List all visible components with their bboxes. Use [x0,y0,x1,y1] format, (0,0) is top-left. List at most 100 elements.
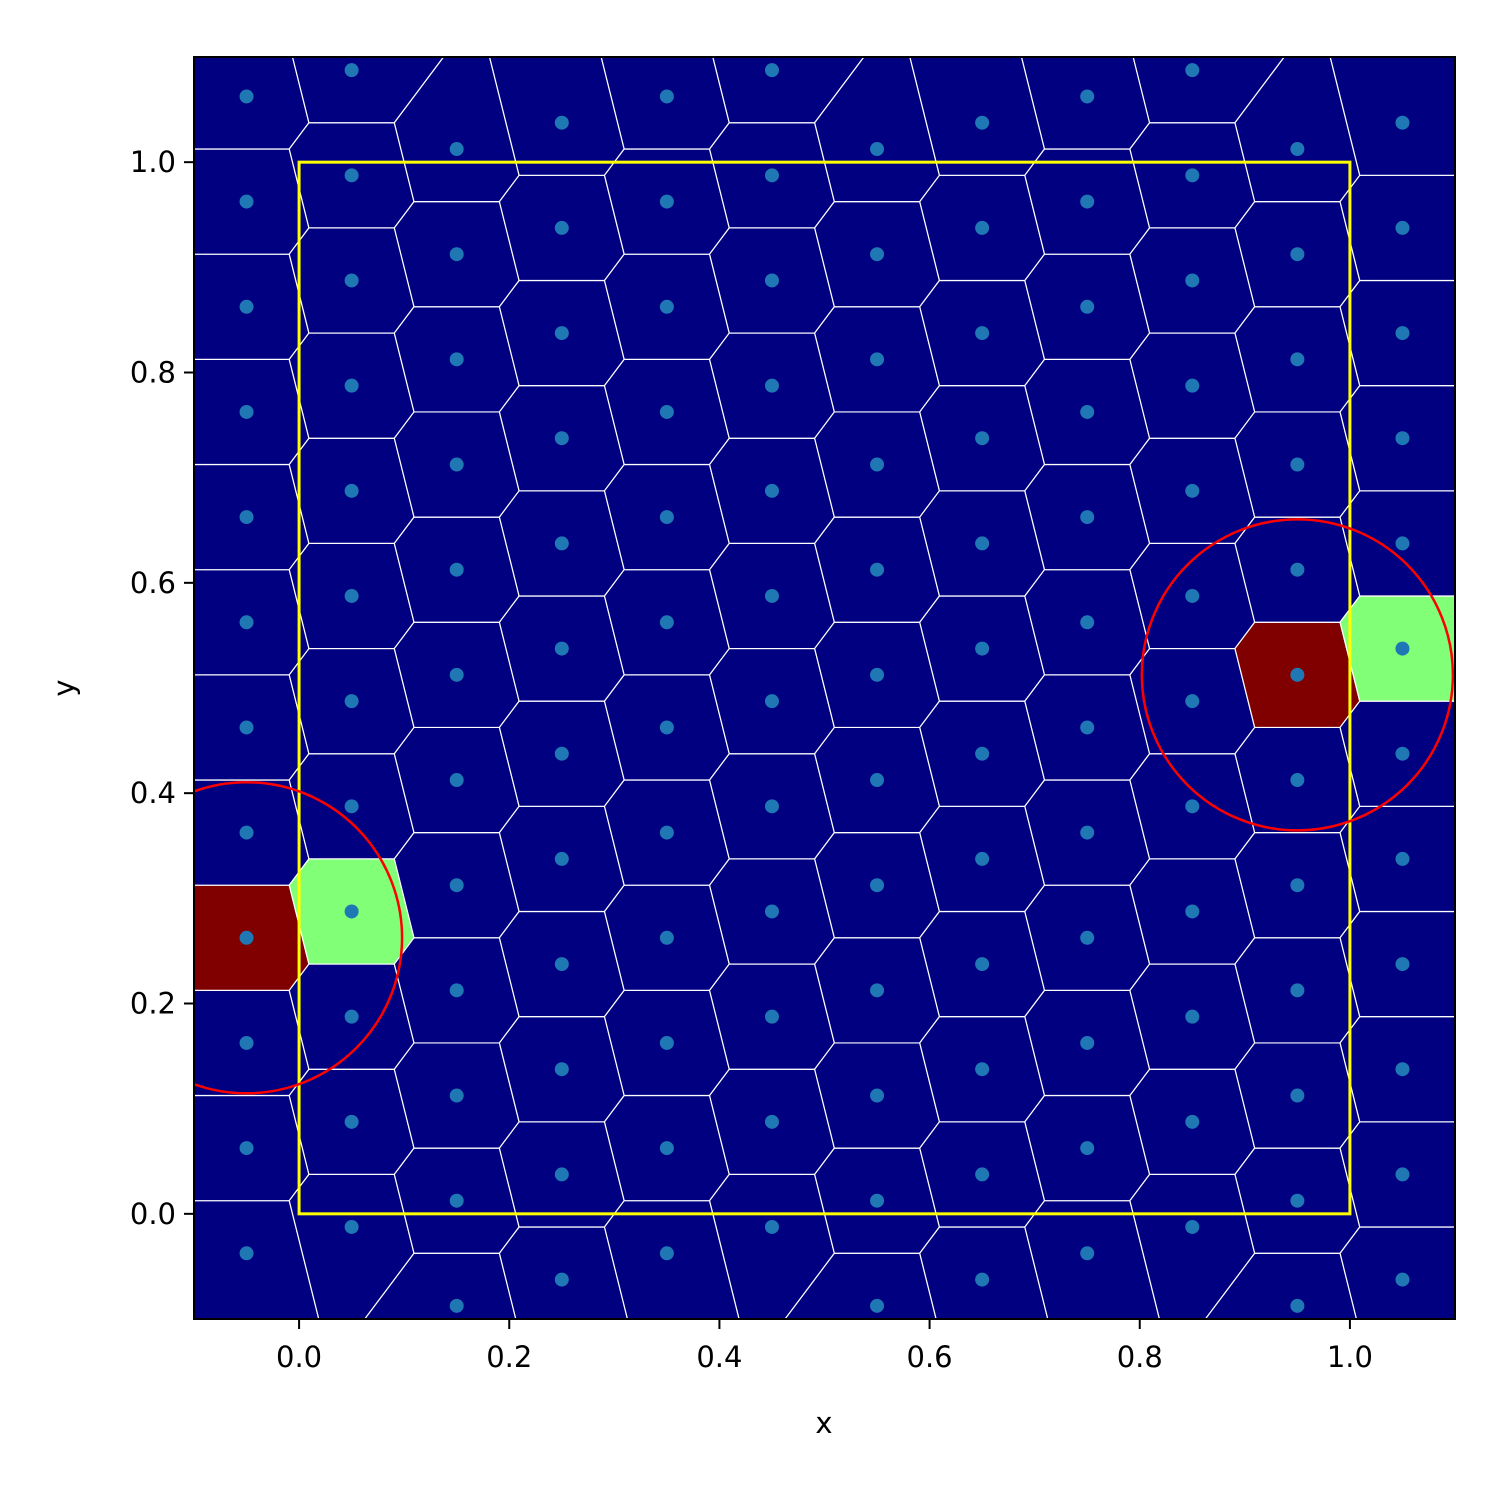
point [449,352,464,367]
point [239,1035,254,1050]
point [1185,483,1200,498]
point [554,1062,569,1077]
point [659,510,674,525]
point [975,326,990,341]
point [659,1246,674,1261]
point [870,562,885,577]
point [1290,667,1305,682]
x-axis-label: x [815,1406,832,1440]
point [1290,1088,1305,1103]
point [344,588,359,603]
x-tick-label: 0.2 [486,1340,532,1374]
point [659,404,674,419]
point [1395,1272,1410,1287]
point [449,247,464,262]
point [1395,220,1410,235]
point [554,746,569,761]
point [1290,352,1305,367]
x-tick-label: 0.8 [1117,1340,1163,1374]
point [870,1298,885,1313]
point [1185,694,1200,709]
point [1080,194,1095,209]
plot-area [194,57,1455,1319]
point [239,1141,254,1156]
point [1185,588,1200,603]
point [870,1193,885,1208]
point [239,510,254,525]
point [554,641,569,656]
point [239,930,254,945]
point [764,1219,779,1234]
point [1290,247,1305,262]
point [659,825,674,840]
point [975,641,990,656]
point [449,457,464,472]
voronoi-cell [1329,57,1455,176]
point [1290,1298,1305,1313]
point [1185,1009,1200,1024]
point [1080,720,1095,735]
unit-box [297,160,1352,1216]
point [1185,273,1200,288]
point [870,352,885,367]
point [764,799,779,814]
radius-circle [194,781,404,1095]
point [1290,878,1305,893]
point [1080,1246,1095,1261]
point [344,1114,359,1129]
point [344,1219,359,1234]
axes-frame [193,56,1456,1320]
point [1080,1141,1095,1156]
point [449,878,464,893]
y-axis-label: y [47,679,81,696]
point [870,1088,885,1103]
x-tick-label: 0.6 [907,1340,953,1374]
point [449,142,464,157]
y-tick-label: 1.0 [130,145,176,179]
point [344,694,359,709]
point [975,1167,990,1182]
point [1395,851,1410,866]
point [554,536,569,551]
point [659,89,674,104]
point [659,720,674,735]
point [1290,983,1305,998]
point [870,983,885,998]
point [344,168,359,183]
y-tick-label: 0.8 [130,356,176,390]
point [344,273,359,288]
point [1395,641,1410,656]
point [870,667,885,682]
point [659,1035,674,1050]
point [870,878,885,893]
point [554,220,569,235]
point [1080,615,1095,630]
point [1290,457,1305,472]
point [1080,1035,1095,1050]
x-tick-label: 0.4 [696,1340,742,1374]
point [1080,930,1095,945]
y-tick-label: 0.0 [130,1197,176,1231]
point [1395,431,1410,446]
point [554,957,569,972]
point [659,299,674,314]
point [764,483,779,498]
point [1395,115,1410,130]
y-tick-label: 0.2 [130,987,176,1021]
point [1395,1062,1410,1077]
point [1185,63,1200,78]
point [344,63,359,78]
point [449,562,464,577]
point [764,378,779,393]
point [344,378,359,393]
point [764,1009,779,1024]
point [239,615,254,630]
point [344,1009,359,1024]
point [1395,1167,1410,1182]
point [764,588,779,603]
y-tick-label: 0.6 [130,566,176,600]
point [870,247,885,262]
point [1395,957,1410,972]
point [659,1141,674,1156]
